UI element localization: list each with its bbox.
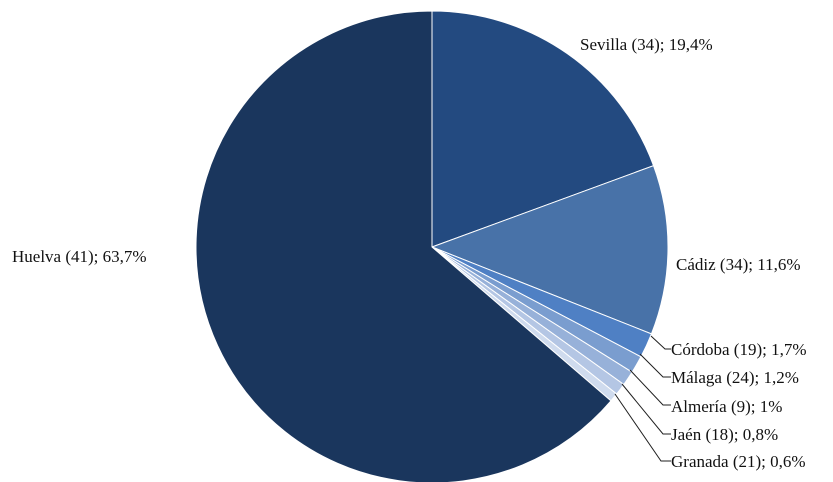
data-label-malaga: Málaga (24); 1,2% [671, 368, 799, 387]
leader-lines-layer [614, 335, 671, 462]
leader-line-cordoba [650, 335, 671, 350]
data-label-cordoba: Córdoba (19); 1,7% [671, 340, 807, 359]
leader-line-granada [614, 393, 671, 462]
slices-layer [195, 10, 669, 482]
data-label-cadiz: Cádiz (34); 11,6% [676, 255, 800, 274]
leader-line-almeria [629, 369, 671, 406]
pie-slice-cadiz [430, 165, 669, 335]
data-label-jaen: Jaén (18); 0,8% [671, 425, 778, 444]
leader-line-jaen [621, 383, 671, 435]
data-label-huelva: Huelva (41); 63,7% [12, 247, 147, 266]
leader-line-malaga [639, 353, 671, 378]
data-label-granada: Granada (21); 0,6% [671, 452, 806, 471]
pie-slice-huelva [195, 10, 612, 482]
data-label-sevilla: Sevilla (34); 19,4% [580, 35, 713, 54]
data-label-almeria: Almería (9); 1% [671, 397, 782, 416]
pie-slice-sevilla [431, 10, 655, 248]
labels-layer: Huelva (41); 63,7% Sevilla (34); 19,4% Cád… [12, 35, 807, 471]
